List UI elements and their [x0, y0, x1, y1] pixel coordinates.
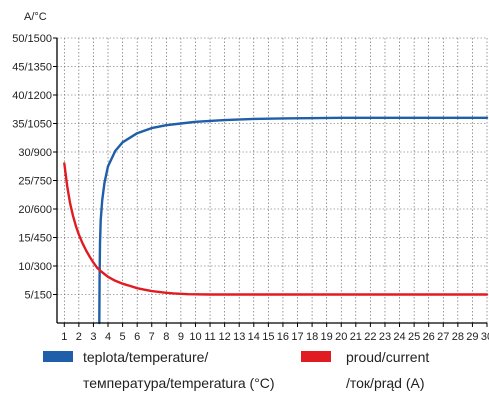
y-tick-label: 35/1050: [12, 119, 52, 131]
x-tick-label: 11: [204, 331, 215, 343]
x-tick-label: 24: [393, 331, 405, 343]
legend-label-temperature-line2: температура/temperatura (°C): [83, 375, 275, 391]
y-tick-label: 25/750: [18, 176, 52, 188]
legend-label-current-line1: proud/current: [346, 349, 429, 365]
x-tick-label: 4: [105, 331, 111, 343]
x-tick-label: 19: [321, 331, 333, 343]
y-axis-ticks: 5/150 10/300 15/450 20/600 25/750 30/900 35/10…: [12, 33, 57, 302]
x-axis-ticks: 1 2 3 4 5 6 7 8 9 10 11 12 13 14 15 16 17 18 19 20 21 22 23 24 2…: [61, 323, 489, 343]
x-tick-label: 14: [248, 331, 260, 343]
x-tick-label: 2: [76, 331, 82, 343]
x-tick-label: 21: [350, 331, 362, 343]
legend-swatch-temperature: [43, 351, 73, 362]
x-tick-label: 23: [379, 331, 391, 343]
y-tick-label: 20/600: [18, 204, 52, 216]
current-line: [63, 162, 489, 296]
x-tick-label: 18: [306, 331, 318, 343]
x-tick-label: 15: [262, 331, 274, 343]
x-tick-label: 29: [466, 331, 478, 343]
y-tick-label: 5/150: [24, 290, 52, 302]
temperature-line: [98, 116, 489, 325]
legend-label-temperature-line1: teplota/temperature/: [83, 349, 208, 365]
x-tick-label: 26: [423, 331, 435, 343]
y-axis-unit-label: A/°C: [24, 11, 47, 23]
grid-lines: [57, 37, 488, 323]
x-tick-label: 8: [163, 331, 169, 343]
legend: teplota/temperature/ температура/tempera…: [43, 349, 429, 391]
x-tick-label: 30: [481, 331, 489, 343]
x-tick-label: 12: [219, 331, 231, 343]
y-tick-label: 15/450: [18, 233, 52, 245]
x-tick-label: 1: [61, 331, 67, 343]
legend-label-current-line2: /ток/prąd (A): [346, 375, 425, 391]
x-tick-label: 6: [134, 331, 140, 343]
x-tick-label: 28: [452, 331, 464, 343]
x-tick-label: 9: [178, 331, 184, 343]
y-tick-label: 10/300: [18, 261, 52, 273]
x-tick-label: 3: [90, 331, 96, 343]
y-tick-label: 40/1200: [12, 90, 52, 102]
x-tick-label: 10: [189, 331, 201, 343]
y-tick-label: 45/1350: [12, 62, 52, 74]
x-tick-label: 13: [233, 331, 245, 343]
series-lines: [63, 116, 489, 325]
y-tick-label: 50/1500: [12, 33, 52, 45]
legend-swatch-current: [301, 351, 331, 362]
x-tick-label: 20: [335, 331, 347, 343]
x-tick-label: 5: [120, 331, 126, 343]
x-tick-label: 17: [291, 331, 303, 343]
x-tick-label: 27: [437, 331, 449, 343]
x-tick-label: 22: [364, 331, 376, 343]
x-tick-label: 7: [149, 331, 155, 343]
y-tick-label: 30/900: [18, 147, 52, 159]
x-tick-label: 25: [408, 331, 420, 343]
x-tick-label: 16: [277, 331, 289, 343]
